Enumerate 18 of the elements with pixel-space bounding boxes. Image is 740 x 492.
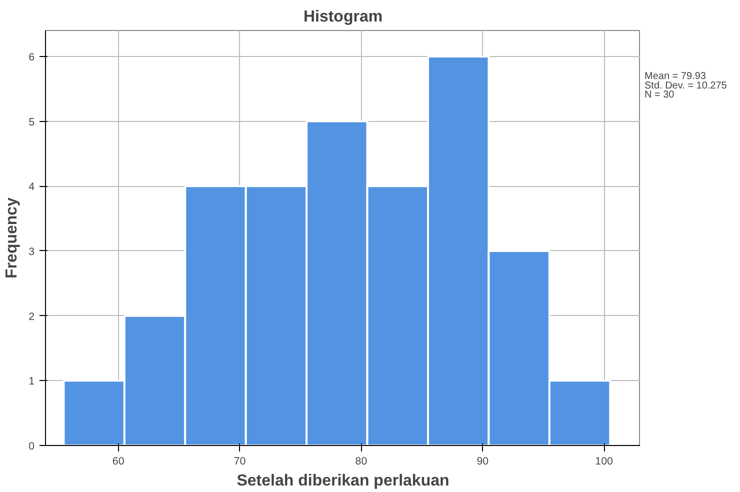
- x-tick-label: 90: [476, 456, 489, 468]
- y-tick-label: 0: [28, 440, 35, 452]
- x-tick-label: 60: [112, 456, 124, 468]
- text: Mean = 79.93: [644, 70, 706, 82]
- text: N = 30: [644, 90, 675, 101]
- x-tick-label: 100: [595, 456, 614, 468]
- y-tick-label: 3: [28, 246, 35, 258]
- text: Std. Dev. = 10.275: [644, 80, 728, 92]
- y-tick-label: 4: [28, 181, 35, 194]
- chart-title: Histogram: [303, 8, 383, 26]
- y-tick-label: 6: [28, 51, 35, 64]
- x-tick-label: 70: [234, 456, 246, 468]
- x-tick-label: 80: [355, 456, 368, 468]
- y-axis-title: Frequency: [4, 197, 21, 278]
- y-tick-label: 1: [28, 376, 35, 388]
- x-axis-title: Setelah diberikan perlakuan: [236, 472, 450, 490]
- y-tick-label: 5: [28, 116, 35, 128]
- y-tick-label: 2: [28, 310, 35, 323]
